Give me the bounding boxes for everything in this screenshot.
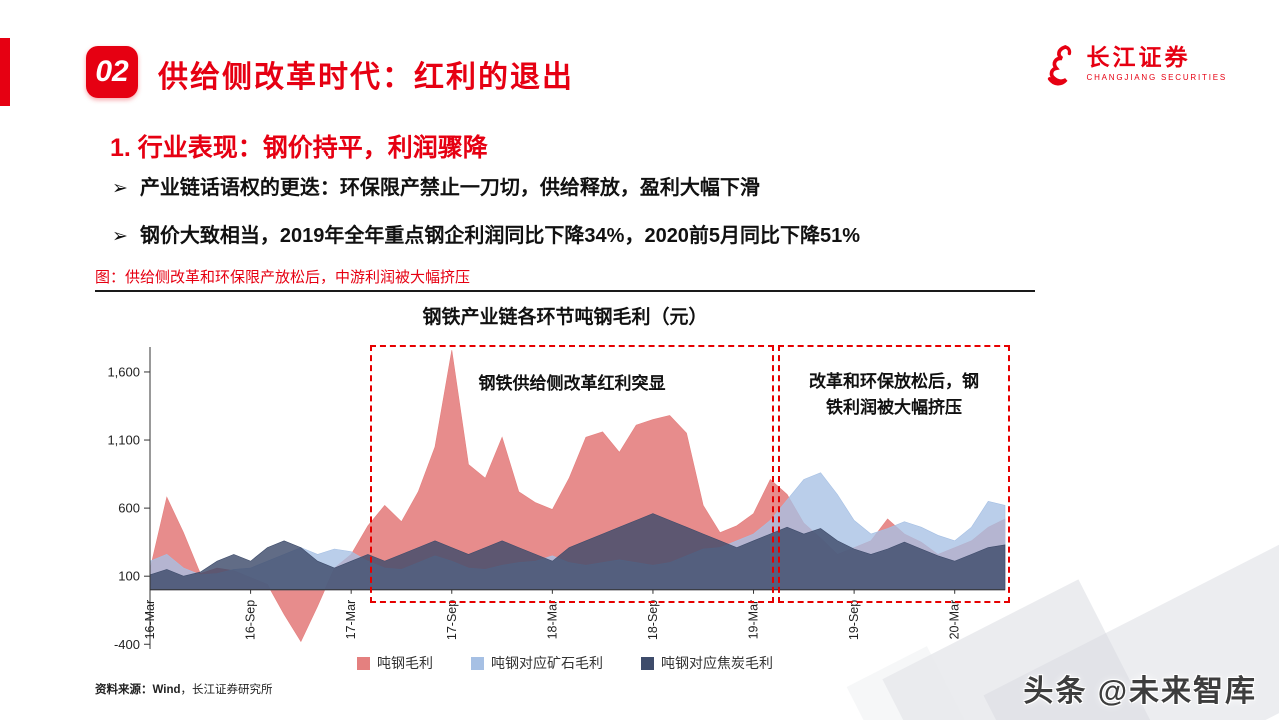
logo-english-name: CHANGJIANG SECURITIES — [1086, 72, 1227, 82]
bullet-text: 钢价大致相当，2019年全年重点钢企利润同比下降34%，2020前5月同比下降5… — [139, 224, 861, 247]
section-heading: 1. 行业表现：钢价持平，利润骤降 — [110, 134, 488, 162]
svg-text:16-Mar: 16-Mar — [143, 600, 157, 640]
slide-number-badge: 02 — [86, 46, 138, 98]
legend-item: 吨钢对应焦炭毛利 — [641, 653, 773, 673]
svg-text:19-Mar: 19-Mar — [747, 600, 761, 640]
bullet-arrow-icon: ➢ — [112, 178, 128, 199]
legend-label: 吨钢对应焦炭毛利 — [661, 655, 773, 671]
svg-text:-400: -400 — [114, 637, 140, 652]
svg-text:17-Mar: 17-Mar — [344, 600, 358, 640]
bullet-text: 产业链话语权的更迭：环保限产禁止一刀切，供给释放，盈利大幅下滑 — [139, 177, 760, 199]
page-title: 供给侧改革时代：红利的退出 — [158, 61, 574, 94]
source-prefix: 资料来源： — [95, 684, 153, 696]
divider-line — [95, 290, 1035, 292]
margin-area-chart: -400 100 600 1,100 1,600 16-Mar 16-Sep 17-Mar 17… — [107, 347, 1006, 652]
svg-text:1,600: 1,600 — [107, 364, 140, 379]
svg-text:17-Sep: 17-Sep — [445, 600, 459, 640]
svg-text:600: 600 — [118, 501, 140, 516]
source-line: 资料来源：Wind，长江证券研究所 — [95, 681, 273, 697]
chart-block: 钢铁产业链各环节吨钢毛利（元） -400 100 600 1,100 1,600 16-M… — [95, 294, 1035, 673]
svg-text:18-Sep: 18-Sep — [646, 600, 660, 640]
legend-label: 吨钢对应矿石毛利 — [491, 655, 603, 671]
legend-item: 吨钢对应矿石毛利 — [471, 653, 603, 673]
svg-text:16-Sep: 16-Sep — [244, 600, 258, 640]
company-logo: 长江证券 CHANGJIANG SECURITIES — [1044, 44, 1227, 86]
chart-title: 钢铁产业链各环节吨钢毛利（元） — [422, 307, 708, 328]
legend-swatch — [641, 656, 654, 670]
legend-swatch — [471, 656, 484, 670]
svg-text:100: 100 — [118, 569, 140, 584]
legend-swatch — [357, 656, 370, 670]
watermark-text: 头条 @未来智库 — [1023, 675, 1257, 708]
svg-text:18-Mar: 18-Mar — [545, 600, 559, 640]
source-wind: Wind — [152, 684, 181, 696]
svg-text:19-Sep: 19-Sep — [847, 600, 861, 640]
red-edge-bar — [0, 38, 10, 106]
figure-caption: 图：供给侧改革和环保限产放松后，中游利润被大幅挤压 — [95, 269, 471, 286]
bullet-item: ➢ 产业链话语权的更迭：环保限产禁止一刀切，供给释放，盈利大幅下滑 — [112, 176, 1172, 203]
svg-text:20-Mar: 20-Mar — [948, 600, 962, 640]
source-rest: ，长江证券研究所 — [180, 684, 273, 696]
svg-text:1,100: 1,100 — [107, 433, 140, 448]
legend-label: 吨钢毛利 — [377, 655, 433, 671]
chart-plot-area: -400 100 600 1,100 1,600 16-Mar 16-Sep 17-Mar 17… — [95, 333, 1035, 652]
legend-item: 吨钢毛利 — [357, 653, 433, 673]
dragon-logo-icon — [1044, 44, 1080, 86]
bullet-item: ➢ 钢价大致相当，2019年全年重点钢企利润同比下降34%，2020前5月同比下… — [112, 224, 1172, 251]
bullet-arrow-icon: ➢ — [112, 225, 128, 247]
logo-chinese-name: 长江证券 — [1086, 44, 1191, 70]
chart-legend: 吨钢毛利 吨钢对应矿石毛利 吨钢对应焦炭毛利 — [95, 653, 1035, 673]
bullet-list: ➢ 产业链话语权的更迭：环保限产禁止一刀切，供给释放，盈利大幅下滑 ➢ 钢价大致… — [112, 176, 1172, 271]
